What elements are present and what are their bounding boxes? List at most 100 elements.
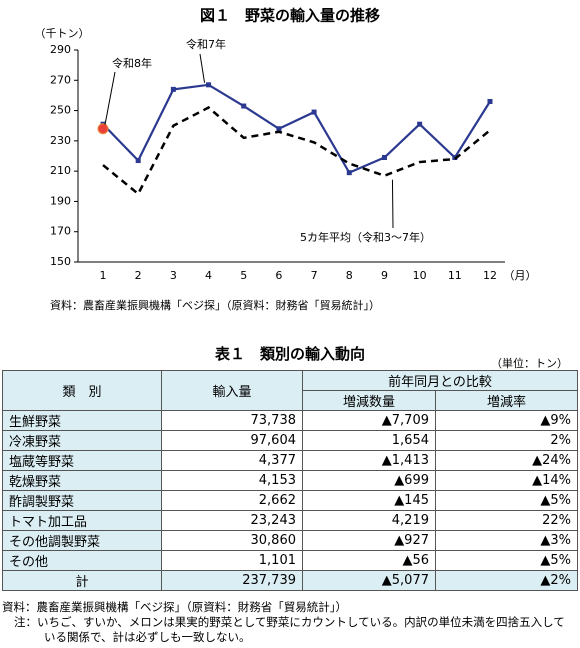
y-tick-label: 290 (50, 43, 71, 56)
marker (276, 126, 282, 132)
y-tick-label: 270 (50, 73, 71, 86)
table-cell: 生鮮野菜 (2, 410, 162, 431)
table-cell: 30,860 (161, 530, 303, 551)
marker (241, 103, 247, 109)
y-axis-label: （千トン） (35, 27, 90, 40)
header-cell: 輸入量 (161, 370, 303, 411)
table-cell: その他調製野菜 (2, 530, 162, 551)
table-cell: トマト加工品 (2, 510, 162, 531)
table-cell: 1,654 (302, 430, 436, 451)
header-row: 類 別輸入量 前年同月との比較 (2, 370, 578, 411)
table-cell: 73,738 (161, 410, 303, 431)
table-cell: 酢調製野菜 (2, 490, 162, 511)
y-tick-label: 210 (50, 164, 71, 177)
table-cell: ▲5,077 (302, 570, 436, 591)
table-cell: 2,662 (161, 490, 303, 511)
marker (170, 86, 176, 92)
marker (135, 158, 141, 164)
table-cell: ▲24% (435, 450, 578, 471)
x-axis-label: （月） (504, 269, 537, 282)
table-cell: 23,243 (161, 510, 303, 531)
header-cell: 前年同月との比較 (302, 370, 578, 391)
marker (311, 109, 317, 115)
table-cell: ▲2% (435, 570, 578, 591)
y-tick-label: 190 (50, 194, 71, 207)
series-line (102, 83, 491, 175)
series-label: 5カ年平均（令和3～7年） (300, 230, 431, 244)
series-label: 令和8年 (112, 56, 152, 70)
table-row: 乾燥野菜 4,153 ▲699 ▲14% (2, 470, 578, 491)
table-cell: その他 (2, 550, 162, 571)
x-tick-label: 6 (275, 269, 282, 282)
marker (346, 170, 352, 176)
note: 資料：農畜産業振興機構「ベジ探」（原資料：財務省「貿易統計」） (2, 600, 347, 614)
table-cell: ▲699 (302, 470, 436, 491)
header-cell: 増減率 (435, 390, 578, 411)
chart-title: 図１ 野菜の輸入量の推移 (200, 7, 380, 25)
table-row: 計 237,739 ▲5,077 ▲2% (2, 570, 578, 591)
table-cell: ▲1,413 (302, 450, 436, 471)
x-tick-label: 4 (205, 269, 212, 282)
table-cell: ▲7,709 (302, 410, 436, 431)
x-tick-label: 11 (448, 269, 462, 282)
table-row: 酢調製野菜 2,662 ▲145 ▲5% (2, 490, 578, 511)
header-cell: 類 別 (2, 370, 162, 411)
table-row: 生鮮野菜 73,738 ▲7,709 ▲9% (2, 410, 578, 431)
table-cell: ▲5% (435, 550, 578, 571)
y-tick-label: 230 (50, 134, 71, 147)
x-tick-label: 7 (311, 269, 318, 282)
table-cell: ▲14% (435, 470, 578, 491)
x-tick-label: 3 (170, 269, 177, 282)
chart: 図１ 野菜の輸入量の推移 （千トン） （月） 資料：農畜産業振興機構「ベジ探」（… (35, 7, 537, 313)
leader (199, 53, 206, 83)
notes: 資料：農畜産業振興機構「ベジ探」（原資料：財務省「貿易統計」） 注：いちご、すい… (2, 600, 576, 645)
table-cell: 4,153 (161, 470, 303, 491)
y-tick-label: 250 (50, 104, 71, 117)
table-row: 冷凍野菜 97,604 1,654 2% (2, 430, 578, 451)
marker (417, 121, 423, 127)
x-tick-label: 2 (135, 269, 142, 282)
marker (206, 82, 212, 88)
x-tick-label: 8 (346, 269, 353, 282)
table-cell: ▲145 (302, 490, 436, 511)
marker (381, 155, 387, 161)
table-cell: ▲56 (302, 550, 436, 571)
x-tick-label: 9 (381, 269, 388, 282)
table: 類 別輸入量 前年同月との比較 増減数量 増減率 生鮮野菜 73,738 ▲7,709 ▲9%… (2, 370, 578, 591)
table-cell: 4,377 (161, 450, 303, 471)
table-row: トマト加工品 23,243 4,219 22% (2, 510, 578, 531)
leader (104, 71, 116, 125)
table-cell: ▲3% (435, 530, 578, 551)
table-row: 塩蔵等野菜 4,377 ▲1,413 ▲24% (2, 450, 578, 471)
table-title: 表１ 類別の輸入動向 (214, 345, 365, 363)
chart-source: 資料：農畜産業振興機構「ベジ探」（原資料：財務省「貿易統計」） (50, 298, 380, 312)
marker (97, 123, 109, 135)
note: 注：いちご、すいか、メロンは果実的野菜として野菜にカウントしている。内訳の単位未… (14, 615, 565, 644)
table-unit: （単位：トン） (491, 357, 568, 370)
table-cell: 237,739 (161, 570, 303, 591)
series-label: 令和7年 (186, 37, 226, 51)
table-cell: ▲9% (435, 410, 578, 431)
y-tick-label: 170 (50, 225, 71, 238)
y-tick-label: 150 (50, 255, 71, 268)
marker (487, 98, 493, 104)
header-cell: 増減数量 (302, 390, 436, 411)
table-cell: 冷凍野菜 (2, 430, 162, 451)
x-tick-label: 1 (100, 269, 107, 282)
table-cell: ▲5% (435, 490, 578, 511)
table-cell: ▲927 (302, 530, 436, 551)
table-cell: 乾燥野菜 (2, 470, 162, 491)
x-tick-label: 5 (240, 269, 247, 282)
table-row: その他 1,101 ▲56 ▲5% (2, 550, 578, 571)
table-cell: 塩蔵等野菜 (2, 450, 162, 471)
leader (391, 179, 394, 229)
table-cell: 計 (2, 570, 162, 591)
table-cell: 4,219 (302, 510, 436, 531)
table-row: その他調製野菜 30,860 ▲927 ▲3% (2, 530, 578, 551)
table-cell: 97,604 (161, 430, 303, 451)
x-tick-label: 12 (483, 269, 497, 282)
series-line (102, 106, 491, 196)
x-tick-label: 10 (413, 269, 427, 282)
table-cell: 2% (435, 430, 578, 451)
table-cell: 22% (435, 510, 578, 531)
